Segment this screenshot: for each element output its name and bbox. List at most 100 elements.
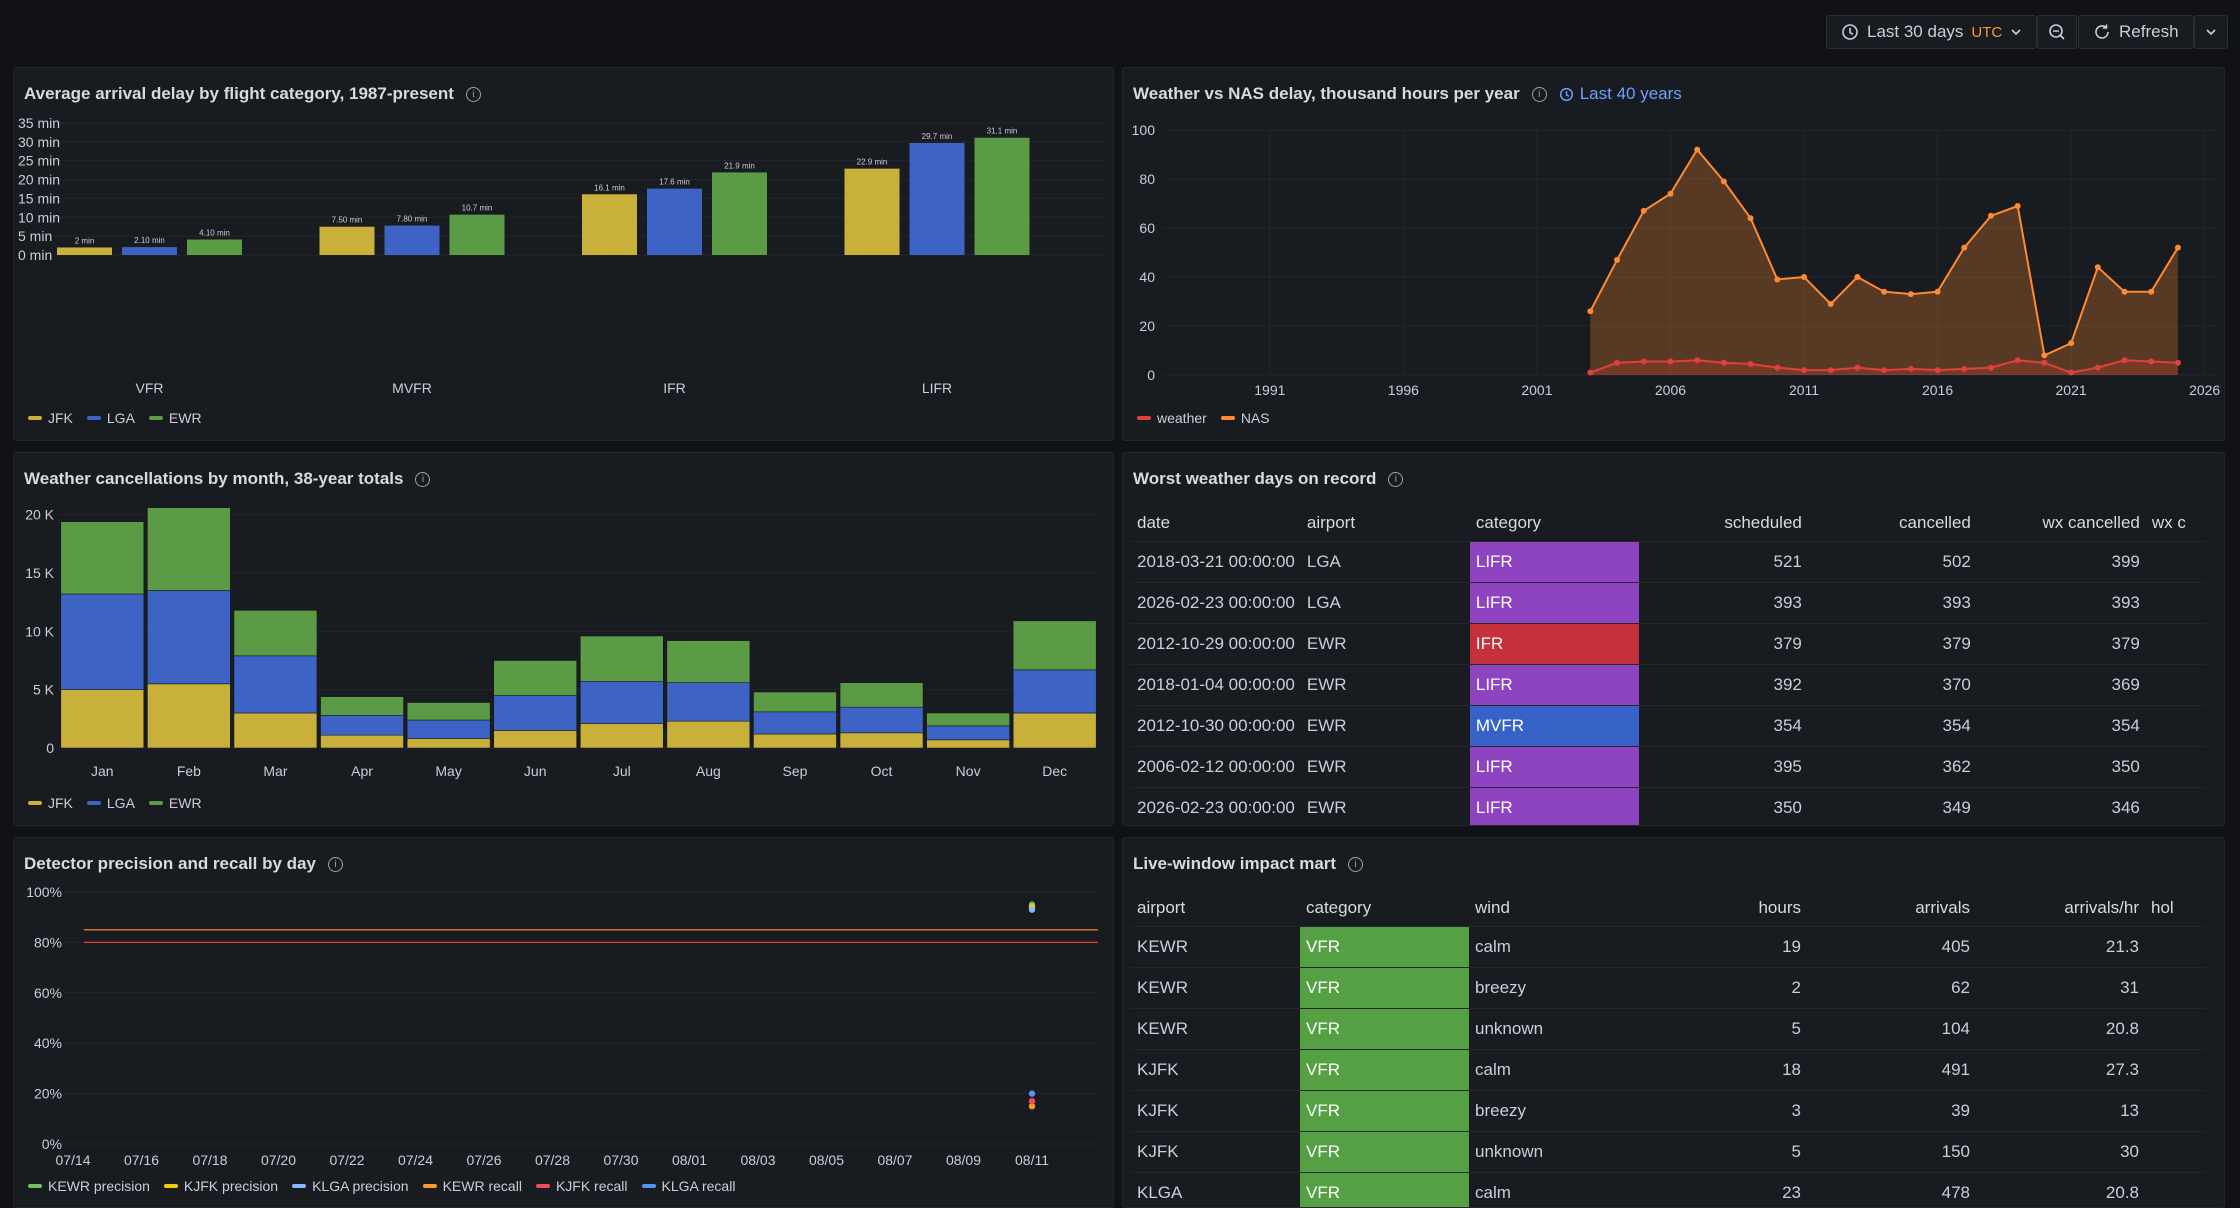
legend-item-jfk[interactable]: JFK [28,410,73,426]
x-tick-label: Sep [782,763,807,779]
bar-ewr-jun [493,660,578,696]
y-tick-label: 25 min [18,153,60,169]
legend-label: KJFK precision [183,1178,279,1194]
info-icon[interactable]: i [1348,856,1364,872]
column-header-wind[interactable]: wind [1475,898,1510,917]
time-range-picker[interactable]: Last 30 days UTC [1826,15,2038,49]
bar-jfk-nov [926,739,1010,749]
column-header-wx-c[interactable]: wx c [2151,513,2186,532]
data-label: 31.1 min [987,127,1018,136]
column-header-arrivals-hr[interactable]: arrivals/hr [2064,898,2139,917]
panel-weather-vs-nas[interactable]: Weather vs NAS delay, thousand hours per… [1122,67,2225,441]
legend-item-kewr-precision[interactable]: KEWR precision [28,1178,150,1194]
column-header-airport[interactable]: airport [1306,513,1356,532]
zoom-out-button[interactable] [2037,15,2078,49]
x-tick-label: Jul [613,763,631,779]
data-point-nas [2148,288,2155,295]
table-cell: 350 [1976,746,2146,788]
panel-title-text: Worst weather days on record [1133,469,1377,488]
panel-cancellations[interactable]: Weather cancellations by month, 38-year … [13,452,1114,826]
data-point-nas [2121,288,2128,295]
legend-item-lga[interactable]: LGA [86,410,135,426]
column-header-hours[interactable]: hours [1758,898,1801,917]
y-tick-label: 10 K [25,623,54,639]
table-cell: 370 [1807,664,1977,706]
column-header-date[interactable]: date [1137,513,1171,532]
table-cell: 393 [1638,582,1808,624]
data-point-nas [2094,264,2101,271]
legend-item-ewr[interactable]: EWR [148,795,202,811]
time-controls: Last 30 days UTC [1826,15,2078,51]
data-label: 22.9 min [857,158,888,167]
panel-detector[interactable]: Detector precision and recall by day i 0… [13,837,1114,1208]
refresh-interval-dropdown[interactable] [2193,15,2228,49]
x-tick-label: 2016 [1922,382,1953,398]
legend-item-jfk[interactable]: JFK [28,795,73,811]
bar-jfk-jun [493,730,578,749]
y-tick-label: 80% [34,934,62,950]
panel-worst-days[interactable]: Worst weather days on record i date airpo… [1122,452,2225,826]
column-header-cancelled[interactable]: cancelled [1899,513,1971,532]
legend-item-kjfk-recall[interactable]: KJFK recall [535,1178,628,1194]
legend-item-klga-recall[interactable]: KLGA recall [641,1178,735,1194]
top-bar: Last 30 days UTC Refresh [0,0,2240,64]
column-header-arrivals[interactable]: arrivals [1915,898,1970,917]
x-tick-label: Jun [524,763,547,779]
column-header-scheduled[interactable]: scheduled [1724,513,1802,532]
x-tick-label: Nov [956,763,981,779]
column-header-category[interactable]: category [1475,513,1542,532]
chart-legend: weather NAS [1137,410,1270,426]
table-cell: LGA [1300,541,1470,583]
table-cell: 5 [1638,1008,1807,1050]
data-point-weather [1614,359,1621,366]
info-icon[interactable]: i [327,856,343,872]
info-icon[interactable]: i [415,471,431,487]
bar-jfk-oct [839,732,924,749]
data-point-nas [1774,276,1781,283]
bar-ewr-ifr [712,172,767,255]
panel-title: Weather cancellations by month, 38-year … [24,469,431,489]
y-tick-label: 100% [26,884,62,900]
y-tick-label: 40 [1139,269,1155,285]
legend-item-kewr-recall[interactable]: KEWR recall [422,1178,522,1194]
data-point-weather [2121,357,2128,364]
column-header-airport[interactable]: airport [1137,898,1186,917]
table-cell [2145,1008,2205,1050]
table-cell [2145,967,2205,1009]
table-cell [2145,1049,2205,1091]
time-override-badge[interactable]: Last 40 years [1559,84,1682,104]
data-point-klga-precision [1028,906,1036,913]
column-header-hol[interactable]: hol [2151,898,2174,917]
table-cell: IFR [1469,623,1639,665]
refresh-button[interactable]: Refresh [2078,15,2194,49]
legend-item-lga[interactable]: LGA [86,795,135,811]
legend-item-kjfk-precision[interactable]: KJFK precision [163,1178,279,1194]
bar-lga-jan [60,593,145,690]
panel-live-window[interactable]: Live-window impact mart i airport categor… [1122,837,2225,1208]
info-icon[interactable]: i [1388,471,1404,487]
y-tick-label: 0 [1147,367,1155,383]
info-icon[interactable]: i [465,86,481,102]
table-cell: 491 [1807,1049,1976,1091]
table-cell: 393 [1976,582,2146,624]
table-cell: KEWR [1131,926,1300,968]
bar-jfk-sep [753,733,837,749]
x-tick-label: IFR [663,380,686,396]
x-tick-label: 2001 [1521,382,1552,398]
table-cell: 350 [1638,787,1808,825]
data-point-weather [1720,359,1727,366]
legend-item-weather[interactable]: weather [1137,410,1207,426]
legend-item-klga-precision[interactable]: KLGA precision [292,1178,409,1194]
x-tick-label: 07/26 [466,1152,501,1168]
table-cell: VFR [1300,967,1469,1009]
x-tick-label: 07/22 [329,1152,364,1168]
column-header-category[interactable]: category [1306,898,1372,917]
bar-jfk-mar [233,712,318,749]
legend-item-nas[interactable]: NAS [1220,410,1270,426]
info-icon[interactable]: i [1531,86,1547,102]
legend-item-ewr[interactable]: EWR [148,410,202,426]
x-tick-label: LIFR [922,380,952,396]
panel-arrival-delay[interactable]: Average arrival delay by flight category… [13,67,1114,441]
column-header-wx-cancelled[interactable]: wx cancelled [2042,513,2140,532]
refresh-label: Refresh [2119,22,2179,41]
